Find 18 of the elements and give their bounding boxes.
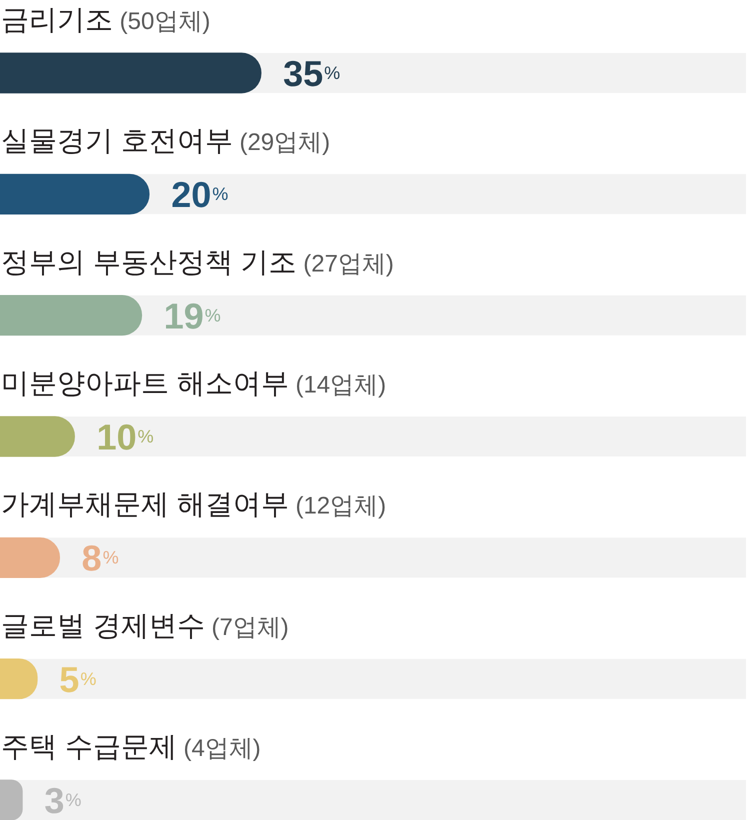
bar <box>0 780 23 820</box>
bar <box>0 416 75 457</box>
y-tick-label: 실물경기 호전여부 (29업체) <box>1 125 330 156</box>
data-label: 20% <box>171 174 228 216</box>
data-label: 3% <box>44 780 82 820</box>
bar <box>0 174 150 214</box>
y-tick-label: 정부의 부동산정책 기조 (27업체) <box>1 246 394 278</box>
data-label: 8% <box>82 538 119 579</box>
bar <box>0 295 142 336</box>
y-tick-label: 글로벌 경제변수 (7업체) <box>1 610 289 641</box>
data-label: 19% <box>164 295 221 336</box>
y-tick-label: 주택 수급문제 (4업체) <box>1 731 261 762</box>
y-tick-label: 가계부채문제 해결여부 (12업체) <box>1 488 386 520</box>
data-label: 10% <box>96 416 154 458</box>
data-label: 5% <box>59 658 96 700</box>
data-label: 35% <box>283 53 340 94</box>
y-tick-label: 금리기조 (50업체) <box>1 4 210 35</box>
y-tick-label: 미분양아파트 해소여부 (14업체) <box>1 368 386 398</box>
